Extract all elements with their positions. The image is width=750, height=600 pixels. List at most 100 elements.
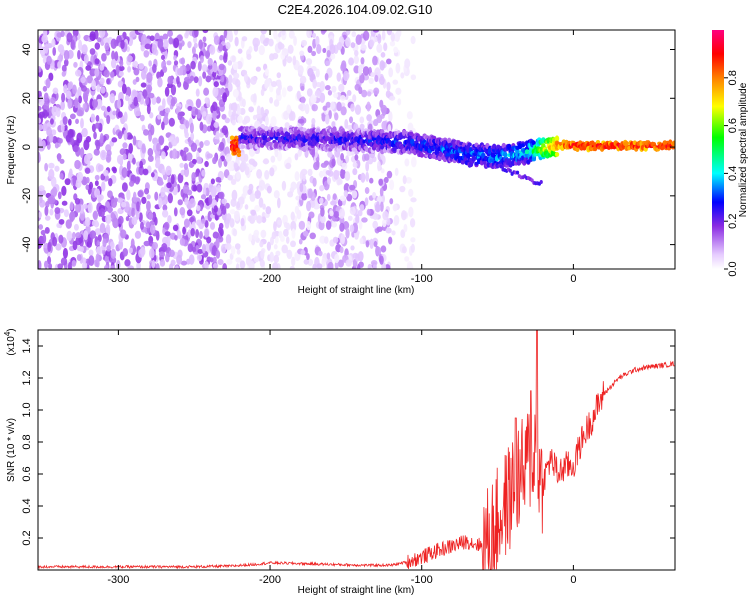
spectrogram-cell [321,257,326,267]
spectrogram-cell [359,123,365,130]
spectrogram-cell [227,160,234,172]
spectrogram-cell [303,230,309,237]
spectrogram-cell [281,30,286,36]
spectrogram-cell [121,83,127,94]
spectrogram-cell [410,243,415,253]
spectrogram-cell [38,139,43,149]
spectrogram-cell [197,61,202,72]
spectrogram-cell [86,75,93,84]
spectrogram-cell [339,222,345,232]
spectrogram-cell [396,30,402,38]
spectrogram-cell [330,53,336,60]
spectrogram-cell [248,233,253,242]
spectrogram-cell [314,90,321,98]
spectrogram-cell [333,92,339,99]
spectrogram-cell [146,194,151,200]
spectrogram-cell [196,183,203,193]
spectrogram-cell [381,219,387,228]
spectrogram-cell [236,149,242,154]
spectrogram-cell [213,81,219,88]
spectrogram-cell [326,193,331,201]
spectrogram-cell [392,79,399,85]
spectrogram-cell [174,234,178,241]
spectrogram-cell [146,200,151,212]
spectrogram-cell [400,72,405,79]
spectrogram-cell [277,219,282,225]
spectrogram-cell [187,41,192,49]
spectrogram-cell [142,129,150,136]
spectrogram-cell [123,129,128,141]
spectrogram-cell [283,228,289,237]
spectrogram-cell [539,180,543,185]
spectrogram-cell [126,55,133,63]
spectrogram-cell [260,249,265,259]
spectrogram-cell [378,75,385,85]
spectrogram-cell [471,155,476,162]
spectrogram-cell [52,87,59,95]
spectrogram-cell [60,123,65,133]
spectrogram-cell [554,152,560,157]
spectrogram-cell [290,220,297,232]
spectrogram-cell [122,247,129,257]
spectrogram-cell [83,230,89,241]
spectrogram-cell [341,162,348,170]
spectrogram-cell [137,190,144,198]
spectrogram-cell [243,115,251,124]
spectrogram-cell [404,256,410,262]
spectrogram-cell [173,60,179,66]
spectrogram-cell [235,257,242,263]
spectrogram-cell [191,46,196,55]
spectrogram-cell [103,169,109,177]
spectrogram-cell [78,95,83,104]
spectrogram-cell [38,105,42,112]
spectrogram-cell [340,63,347,72]
spectrogram-cell [240,144,246,149]
spectrogram-cell [99,133,104,144]
spectrogram-cell [100,105,107,111]
spectrogram-cell [161,168,166,176]
spectrogram-cell [355,34,362,45]
spectrogram-cell [311,104,318,112]
snr-x-axis-label: Height of straight line (km) [298,585,415,596]
spectrogram-cell [343,190,349,198]
spectrogram-cell [386,170,393,179]
spectrogram-cell [233,210,240,222]
spectrogram-cell [306,88,313,97]
spectrogram-cell [151,95,157,105]
spectrogram-cell [320,162,328,168]
colorbar-tick-label: 0.0 [727,261,739,276]
spectrogram-cell [369,39,375,48]
spectrogram-cell [241,36,248,42]
spectrogram-cell [221,198,228,205]
spectrogram-cell [360,57,365,65]
spectrogram-cell [63,84,68,94]
spectrogram-cell [195,229,200,239]
spectrogram-cell [61,71,66,77]
spectrogram-cell [129,31,136,38]
spectrogram-cell [324,73,329,81]
spectrogram-cell [114,51,119,62]
spectrogram-cell [234,36,239,47]
spectrogram-cell [46,126,52,137]
spectrogram-cell [218,132,224,138]
spectrogram-cell [389,179,395,191]
spectrogram-cell [377,160,381,172]
spectrogram-cell [75,232,82,239]
spectrogram-cell [43,260,49,269]
spectrogram-cell [307,188,313,199]
spectrogram-cell [109,71,115,78]
spectrogram-cell [254,204,261,212]
spectrogram-cell [75,202,82,213]
spectrogram-cell [364,187,370,195]
spectrogram-cell [222,263,227,269]
spectrogram-cell [306,200,312,212]
spectrogram-cell [194,108,199,115]
spectrogram-cell [54,142,59,149]
spectrogram-cell [240,217,245,227]
spectrogram-cell [319,197,324,204]
spectrogram-cell [100,86,106,94]
spectrogram-cell [410,35,416,45]
spectrogram-cell [274,235,279,244]
spectrogram-cell [390,32,395,42]
spectrogram-cell [298,220,306,230]
